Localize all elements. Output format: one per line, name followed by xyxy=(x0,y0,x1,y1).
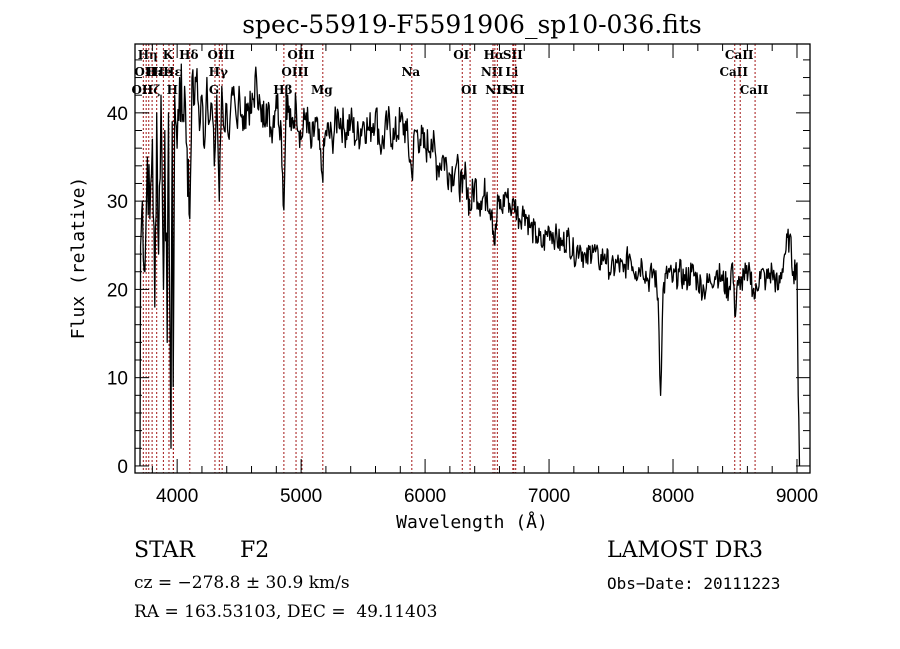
line-marker-label: SII xyxy=(505,83,525,97)
line-marker-label: Hγ xyxy=(209,65,228,79)
line-marker-label: Hδ xyxy=(179,48,198,62)
line-marker-label: G xyxy=(209,83,219,97)
line-marker-label: H xyxy=(167,83,178,97)
x-tick-label: 5000 xyxy=(280,486,322,507)
spectrum-series xyxy=(139,63,801,466)
y-tick-label: 30 xyxy=(107,192,128,213)
line-marker-label: Hε xyxy=(146,65,165,79)
line-marker-label: Hε xyxy=(163,65,182,79)
plot-frame xyxy=(134,43,811,474)
line-marker-label: SII xyxy=(503,48,523,62)
line-marker-label: K xyxy=(163,48,174,62)
y-axis-label: Flux (relative) xyxy=(68,177,89,340)
line-marker-label: OIII xyxy=(281,65,309,79)
line-markers: OIIOIIHηHζHεHeKHHεHδGHγOIIIHβOIIIOIIIMgN… xyxy=(131,44,769,473)
y-tick-label: 0 xyxy=(117,457,128,478)
line-marker-label: He xyxy=(153,65,172,79)
object-class: STAR xyxy=(134,538,195,563)
coordinates-info: RA = 163.53103, DEC = 49.11403 xyxy=(134,602,438,622)
subclass: F2 xyxy=(240,538,270,563)
line-marker-label: OIII xyxy=(208,48,236,62)
line-marker-label: Mg xyxy=(311,83,333,97)
line-marker-label: OI xyxy=(453,48,469,62)
y-tick-label: 40 xyxy=(107,104,128,125)
line-marker-label: Hα xyxy=(484,48,505,62)
line-marker-label: NII xyxy=(485,83,508,97)
y-tick-label: 10 xyxy=(107,369,128,390)
line-marker-label: Li xyxy=(505,65,518,79)
x-tick-label: 9000 xyxy=(776,486,818,507)
line-marker-label: NII xyxy=(481,65,504,79)
chart-title: spec-55919-F5591906_sp10-036.fits xyxy=(242,10,702,39)
line-marker-label: CaII xyxy=(740,83,769,97)
line-marker-label: CaII xyxy=(725,48,754,62)
redshift-info: cz = −278.8 ± 30.9 km/s xyxy=(134,573,350,593)
x-axis-label: Wavelength (Å) xyxy=(396,511,548,533)
x-tick-label: 8000 xyxy=(652,486,694,507)
x-tick-label: 7000 xyxy=(528,486,570,507)
observation-date: Obs−Date: 20111223 xyxy=(607,574,781,593)
line-marker-label: Hζ xyxy=(142,83,160,97)
y-tick-label: 20 xyxy=(107,280,128,301)
x-tick-label: 6000 xyxy=(404,486,446,507)
x-axis: 4000 5000 6000 7000 8000 9000 xyxy=(151,44,818,507)
line-marker-label: Na xyxy=(401,65,420,79)
x-tick-label: 4000 xyxy=(156,486,198,507)
line-marker-label: OI xyxy=(461,83,477,97)
line-marker-label: CaII xyxy=(719,65,748,79)
spectrum-line xyxy=(139,63,801,466)
line-marker-label: OII xyxy=(134,65,156,79)
y-axis: 0 10 20 30 40 xyxy=(107,59,810,478)
survey-name: LAMOST DR3 xyxy=(607,538,763,563)
line-marker-label: Hη xyxy=(138,48,158,62)
line-marker-label: OII xyxy=(131,83,153,97)
